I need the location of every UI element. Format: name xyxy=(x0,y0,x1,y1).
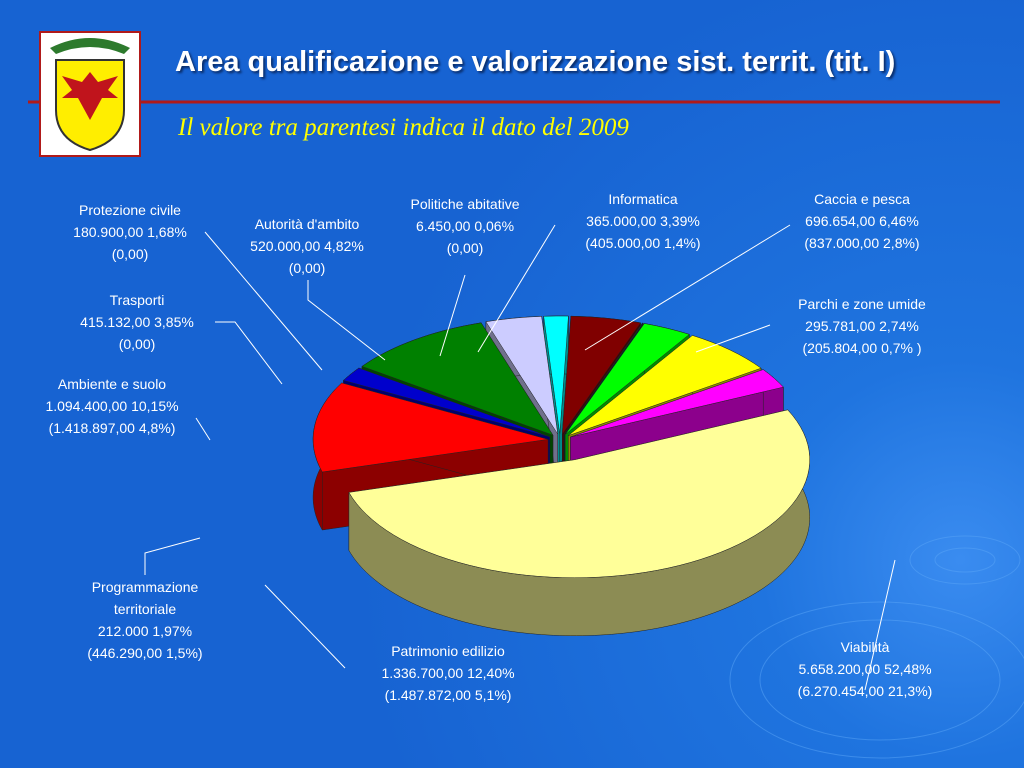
data-label: Politiche abitative 6.450,00 0,06% (0,00) xyxy=(411,193,520,259)
data-label: Trasporti 415.132,00 3,85% (0,00) xyxy=(80,289,194,355)
slice-name: Protezione civile xyxy=(79,202,181,218)
data-label: Protezione civile 180.900,00 1,68% (0,00) xyxy=(73,199,187,265)
prior-label: (205.804,00 0,7% ) xyxy=(802,340,922,356)
slice-name: Programmazione territoriale xyxy=(91,579,199,617)
slice xyxy=(561,315,641,435)
value-label: 295.781,00 2,74% xyxy=(805,318,919,334)
value-label: 365.000,00 3,39% xyxy=(586,213,700,229)
leader-line xyxy=(195,417,211,441)
prior-label: (405.000,00 1,4%) xyxy=(585,235,701,251)
value-label: 415.132,00 3,85% xyxy=(80,314,194,330)
title: Area qualificazione e valorizzazione sis… xyxy=(175,46,896,78)
value-label: 6.450,00 0,06% xyxy=(415,218,515,234)
value-label: 1.336.700,00 12,40% xyxy=(381,665,515,681)
leader-line xyxy=(864,559,896,691)
prior-label: (0,00) xyxy=(446,240,484,256)
ripples xyxy=(729,535,1024,759)
value-label: 696.654,00 6,46% xyxy=(805,213,919,229)
slice-name: Trasporti xyxy=(109,292,165,308)
slice xyxy=(342,367,550,438)
value-label: 520.000,00 4,82% xyxy=(250,238,364,254)
leader-line xyxy=(215,321,283,385)
leader-line xyxy=(204,231,323,371)
slice-name: Informatica xyxy=(608,191,678,207)
slice xyxy=(568,335,762,436)
data-label: Ambiente e suolo 1.094.400,00 10,15% (1.41… xyxy=(45,373,178,439)
prior-label: (1.418.897,00 4,8%) xyxy=(48,420,176,436)
prior-label: (1.487.872,00 5,1%) xyxy=(384,687,512,703)
prior-label: (446.290,00 1,5%) xyxy=(87,645,203,661)
slice xyxy=(348,409,810,578)
logo xyxy=(39,31,141,157)
data-label: Parchi e zone umide 295.781,00 2,74% (205.… xyxy=(798,293,926,359)
slice-name: Viabilità xyxy=(840,639,890,655)
leader-line xyxy=(584,224,791,351)
slice-name: Ambiente e suolo xyxy=(57,376,167,392)
slice-name: Caccia e pesca xyxy=(814,191,910,207)
leader-line xyxy=(439,274,466,357)
value-label: 212.000 1,97% xyxy=(97,623,193,639)
data-label: Autorità d'ambito 520.000,00 4,82% (0,00) xyxy=(250,213,364,279)
slice xyxy=(543,315,569,435)
slice-name: Politiche abitative xyxy=(410,196,520,212)
value-label: 1.094.400,00 10,15% xyxy=(45,398,179,414)
slice-name: Patrimonio edilizio xyxy=(391,643,505,659)
leader-line xyxy=(264,584,346,669)
data-label: Caccia e pesca 696.654,00 6,46% (837.000,0… xyxy=(804,188,919,254)
slice xyxy=(361,322,554,436)
leader-lines xyxy=(144,224,896,691)
slice-name: Autorità d'ambito xyxy=(254,216,360,232)
prior-label: (837.000,00 2,8%) xyxy=(804,235,920,251)
value-label: 180.900,00 1,68% xyxy=(73,224,187,240)
slice xyxy=(570,369,784,438)
leader-line xyxy=(307,280,386,361)
prior-label: (0,00) xyxy=(118,336,156,352)
slice xyxy=(565,323,690,435)
prior-label: (0,00) xyxy=(111,246,149,262)
leader-line xyxy=(695,324,771,353)
data-label: Viabilità 5.658.200,00 52,48% (6.270.454,0… xyxy=(798,636,933,702)
data-label: Programmazione territoriale 212.000 1,97%… xyxy=(70,576,220,664)
prior-label: (6.270.454,00 21,3%) xyxy=(797,683,933,699)
slice xyxy=(312,382,549,473)
leader-line xyxy=(477,224,556,353)
slice-name: Parchi e zone umide xyxy=(798,296,926,312)
prior-label: (0,00) xyxy=(288,260,326,276)
value-label: 5.658.200,00 52,48% xyxy=(798,661,932,677)
subtitle: Il valore tra parentesi indica il dato d… xyxy=(178,114,629,141)
data-label: Informatica 365.000,00 3,39% (405.000,00 1… xyxy=(585,188,700,254)
data-label: Patrimonio edilizio 1.336.700,00 12,40% (1… xyxy=(381,640,514,706)
slice xyxy=(485,316,558,435)
slice xyxy=(563,322,644,435)
pie xyxy=(312,315,810,636)
leader-line xyxy=(144,537,201,575)
